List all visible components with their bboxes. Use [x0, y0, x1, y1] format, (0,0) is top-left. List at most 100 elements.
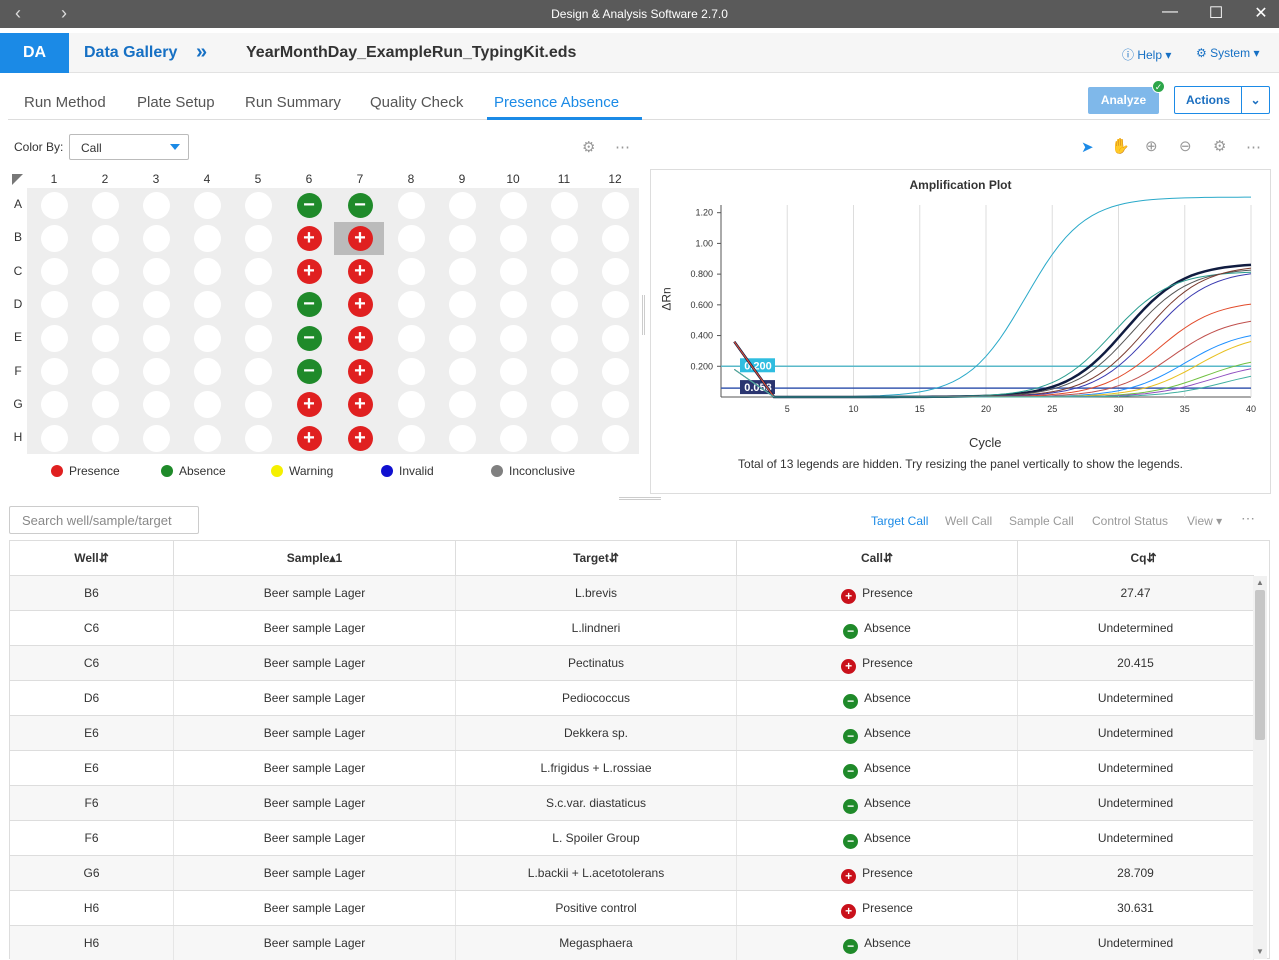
well[interactable] — [40, 291, 68, 319]
well[interactable] — [40, 324, 68, 352]
well[interactable] — [550, 324, 578, 352]
column-header[interactable]: 2 — [101, 172, 109, 186]
table-row[interactable]: E6 Beer sample Lager L.frigidus + L.rossia… — [10, 750, 1254, 785]
well[interactable] — [244, 424, 272, 452]
well[interactable] — [499, 391, 527, 419]
app-logo[interactable]: DA — [0, 33, 69, 73]
well[interactable] — [550, 224, 578, 252]
table-row[interactable]: D6 Beer sample Lager Pediococcus − Absence Un… — [10, 680, 1254, 715]
well[interactable] — [550, 358, 578, 385]
well[interactable] — [550, 191, 578, 219]
well[interactable] — [397, 424, 425, 452]
well[interactable] — [448, 258, 476, 286]
tab-presence-absence[interactable]: Presence Absence — [494, 94, 620, 111]
well[interactable] — [91, 291, 119, 319]
scrollbar-thumb[interactable] — [1255, 590, 1265, 740]
view-menu[interactable]: View ▾ — [1187, 514, 1223, 528]
absence-icon[interactable]: − — [347, 192, 373, 218]
well[interactable] — [142, 191, 170, 219]
scroll-down-icon[interactable]: ▼ — [1256, 947, 1264, 956]
well[interactable] — [40, 424, 68, 452]
control-status-tab[interactable]: Control Status — [1092, 514, 1169, 528]
tab-run-summary[interactable]: Run Summary — [245, 94, 341, 111]
back-icon[interactable]: ‹ — [15, 3, 21, 23]
well[interactable] — [40, 391, 68, 419]
well[interactable] — [601, 324, 629, 352]
well[interactable] — [601, 358, 629, 385]
well[interactable] — [601, 258, 629, 286]
maximize-icon[interactable]: ☐ — [1208, 5, 1224, 22]
presence-icon[interactable]: + — [296, 259, 322, 285]
row-header[interactable]: G — [13, 396, 23, 411]
well[interactable] — [193, 358, 221, 385]
well[interactable] — [142, 224, 170, 252]
presence-icon[interactable]: + — [347, 225, 373, 251]
absence-icon[interactable]: − — [296, 359, 322, 384]
well[interactable] — [550, 291, 578, 319]
well[interactable] — [142, 358, 170, 385]
table-row[interactable]: C6 Beer sample Lager L.lindneri − Absence Und… — [10, 610, 1254, 645]
system-menu[interactable]: ⚙ System ▾ — [1196, 46, 1260, 60]
well[interactable] — [397, 258, 425, 286]
well[interactable] — [499, 424, 527, 452]
presence-icon[interactable]: + — [347, 425, 373, 451]
row-header[interactable]: F — [14, 363, 22, 378]
presence-icon[interactable]: + — [347, 325, 373, 351]
row-header[interactable]: A — [13, 197, 22, 211]
table-row[interactable]: E6 Beer sample Lager Dekkera sp. − Absence Un… — [10, 715, 1254, 750]
absence-icon[interactable]: − — [296, 192, 322, 218]
table-scrollbar[interactable]: ▲ ▼ — [1253, 576, 1267, 959]
pointer-icon[interactable]: ➤ — [1081, 139, 1094, 156]
well[interactable] — [91, 424, 119, 452]
analyze-button[interactable]: Analyze — [1088, 87, 1159, 114]
resize-handle[interactable] — [619, 497, 661, 500]
well[interactable] — [397, 224, 425, 252]
more-icon[interactable]: ⋯ — [615, 139, 630, 156]
scroll-up-icon[interactable]: ▲ — [1256, 578, 1264, 587]
col-header-cq[interactable]: Cq⇵ — [1018, 541, 1269, 575]
well[interactable] — [499, 258, 527, 286]
well[interactable] — [499, 191, 527, 219]
presence-icon[interactable]: + — [347, 392, 373, 418]
well[interactable] — [244, 324, 272, 352]
well[interactable] — [142, 324, 170, 352]
well[interactable] — [499, 358, 527, 385]
well[interactable] — [244, 391, 272, 419]
well[interactable] — [448, 191, 476, 219]
well[interactable] — [193, 224, 221, 252]
well[interactable] — [550, 258, 578, 286]
well[interactable] — [499, 291, 527, 319]
well-call-tab[interactable]: Well Call — [945, 514, 993, 528]
data-gallery-link[interactable]: Data Gallery — [84, 44, 178, 61]
minimize-icon[interactable]: — — [1162, 3, 1178, 20]
table-row[interactable]: B6 Beer sample Lager L.brevis + Presence 27.4… — [10, 575, 1254, 610]
col-header-well[interactable]: Well⇵ — [10, 541, 174, 575]
well[interactable] — [244, 224, 272, 252]
row-header[interactable]: H — [13, 430, 23, 445]
zoom-out-icon[interactable]: ⊖ — [1179, 138, 1192, 155]
column-header[interactable]: 11 — [557, 172, 571, 186]
well[interactable] — [550, 391, 578, 419]
column-header[interactable]: 7 — [356, 172, 364, 186]
well[interactable] — [91, 224, 119, 252]
well[interactable] — [448, 291, 476, 319]
well[interactable] — [601, 291, 629, 319]
tab-run-method[interactable]: Run Method — [24, 94, 106, 111]
col-header-call[interactable]: Call⇵ — [737, 541, 1018, 575]
column-header[interactable]: 4 — [203, 172, 211, 186]
well[interactable] — [91, 258, 119, 286]
well[interactable] — [142, 424, 170, 452]
table-row[interactable]: G6 Beer sample Lager L.backii + L.acetotol… — [10, 855, 1254, 890]
table-row[interactable]: H6 Beer sample Lager Megasphaera − Absence Un… — [10, 925, 1254, 960]
well[interactable] — [193, 424, 221, 452]
presence-icon[interactable]: + — [347, 292, 373, 318]
well[interactable] — [142, 291, 170, 319]
well[interactable] — [91, 191, 119, 219]
well[interactable] — [193, 324, 221, 352]
well[interactable] — [193, 258, 221, 286]
well[interactable] — [448, 424, 476, 452]
well[interactable] — [244, 358, 272, 385]
zoom-in-icon[interactable]: ⊕ — [1145, 138, 1158, 155]
plot-more-icon[interactable]: ⋯ — [1246, 139, 1261, 156]
col-header-target[interactable]: Target⇵ — [456, 541, 737, 575]
